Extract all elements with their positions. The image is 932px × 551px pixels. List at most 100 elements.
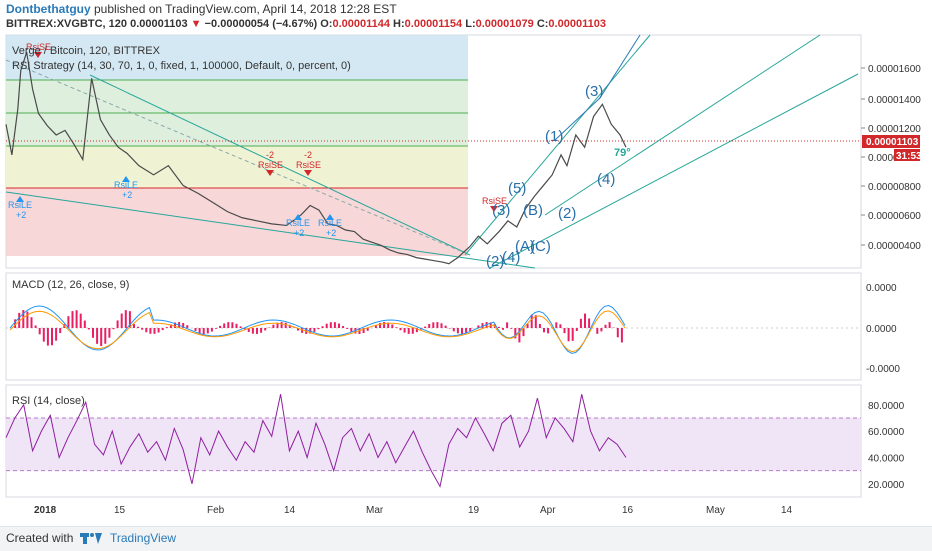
macd-histogram-bar [617,328,619,337]
angle-label: 79° [614,147,631,159]
macd-histogram-bar [141,328,143,330]
macd-histogram-bar [96,328,98,344]
macd-histogram-bar [350,328,352,332]
tradingview-logo-icon[interactable] [80,531,104,550]
chart-title: Verge / Bitcoin, 120, BITTREX [12,45,161,57]
macd-histogram-bar [162,328,164,330]
macd-pane[interactable]: MACD (12, 26, close, 9) 0.0000 0.0000 -0… [6,273,900,380]
macd-title: MACD (12, 26, close, 9) [12,279,129,291]
macd-histogram-bar [330,322,332,328]
marker-label: RsiLE [318,218,342,228]
wave-label: (2) [558,205,576,222]
macd-histogram-bar [584,314,586,328]
macd-histogram-bar [346,328,348,329]
macd-histogram-bar [223,323,225,328]
rsi-axis-label: 40.0000 [868,453,905,464]
zone-yellow [6,146,468,188]
macd-histogram-bar [539,324,541,328]
price-axis-label: 0.00001600 [868,64,921,75]
macd-histogram-bar [121,314,123,328]
macd-histogram-bar [80,314,82,328]
macd-histogram-bar [67,316,69,328]
price-axis-label: 0.00001200 [868,124,921,135]
price-pane[interactable]: RsiLE+2RsiLE+2RsiSE-2RsiSE-2RsiLE+2RsiLE… [6,35,922,270]
marker-label: RsiLE [114,180,138,190]
macd-histogram-bar [108,328,110,338]
created-with-label: Created with [6,531,73,545]
macd-histogram-bar [72,311,74,328]
strategy-title: RSI Strategy (14, 30, 70, 1, 0, fixed, 1… [12,60,351,72]
macd-histogram-bar [547,328,549,333]
macd-histogram-bar [457,328,459,333]
macd-histogram-bar [498,327,500,328]
countdown-label: 31:53 [896,151,922,162]
wave-label: (B) [523,202,543,219]
macd-histogram-bar [285,323,287,328]
macd-histogram-bar [149,328,151,334]
macd-histogram-bar [326,324,328,328]
macd-histogram-bar [502,328,504,330]
macd-histogram-bar [449,328,451,329]
marker-label: RsiLE [8,200,32,210]
rsi-axis-label: 20.0000 [868,480,905,491]
price-tag: 0.00001103 [866,137,919,148]
wave-label: (C) [530,238,551,255]
macd-histogram-bar [219,326,221,328]
macd-histogram-bar [580,319,582,328]
macd-histogram-bar [166,327,168,328]
rsi-band-fill [6,418,861,471]
macd-histogram-bar [51,328,53,345]
price-axis-label: 0.00000400 [868,241,921,252]
rsi-axis-label: 60.0000 [868,427,905,438]
macd-histogram-bar [568,328,570,341]
macd-histogram-bar [436,322,438,328]
macd-histogram-bar [100,328,102,346]
macd-histogram-bar [453,328,455,331]
time-axis-label: Feb [207,505,225,516]
macd-histogram-bar [125,310,127,328]
time-axis-label: 2018 [34,505,57,516]
macd-histogram-bar [404,328,406,333]
macd-histogram-bar [231,322,233,328]
macd-histogram-bar [621,328,623,342]
macd-histogram-bar [334,322,336,328]
macd-histogram-bar [145,328,147,332]
zone-red [6,188,468,256]
macd-histogram-bar [383,322,385,328]
macd-histogram-bar [318,328,320,329]
price-axis-label: 0.00000600 [868,211,921,222]
chart-area[interactable]: RsiLE+2RsiLE+2RsiSE-2RsiSE-2RsiLE+2RsiLE… [0,0,932,526]
macd-histogram-bar [43,328,45,342]
macd-histogram-bar [76,310,78,328]
macd-histogram-bar [572,328,574,341]
marker-label: RsiSE [296,160,321,170]
macd-histogram-bar [215,328,217,329]
macd-histogram-bar [605,325,607,328]
macd-tick: -0.0000 [866,364,900,375]
macd-histogram-bar [445,326,447,328]
macd-histogram-bar [31,317,33,328]
wave-label: (5) [508,180,526,197]
macd-histogram-bar [207,328,209,333]
macd-histogram-bar [186,325,188,328]
tradingview-brand[interactable]: TradingView [110,531,176,545]
macd-histogram-bar [428,324,430,328]
macd-histogram-bar [88,328,90,329]
macd-histogram-bar [59,328,61,333]
macd-histogram-bar [576,328,578,331]
macd-histogram-bar [236,324,238,328]
macd-histogram-bar [338,324,340,328]
macd-histogram-bar [113,328,115,329]
macd-histogram-bar [395,327,397,328]
macd-histogram-bar [555,322,557,328]
time-axis-label: May [706,505,725,516]
time-axis-label: Mar [366,505,384,516]
macd-histogram-bar [342,326,344,328]
marker-sub: +2 [122,190,132,200]
macd-histogram-bar [137,327,139,328]
macd-histogram-bar [268,327,270,328]
macd-histogram-bar [313,328,315,332]
rsi-pane[interactable]: RSI (14, close) 80.000060.000040.000020.… [6,385,905,497]
